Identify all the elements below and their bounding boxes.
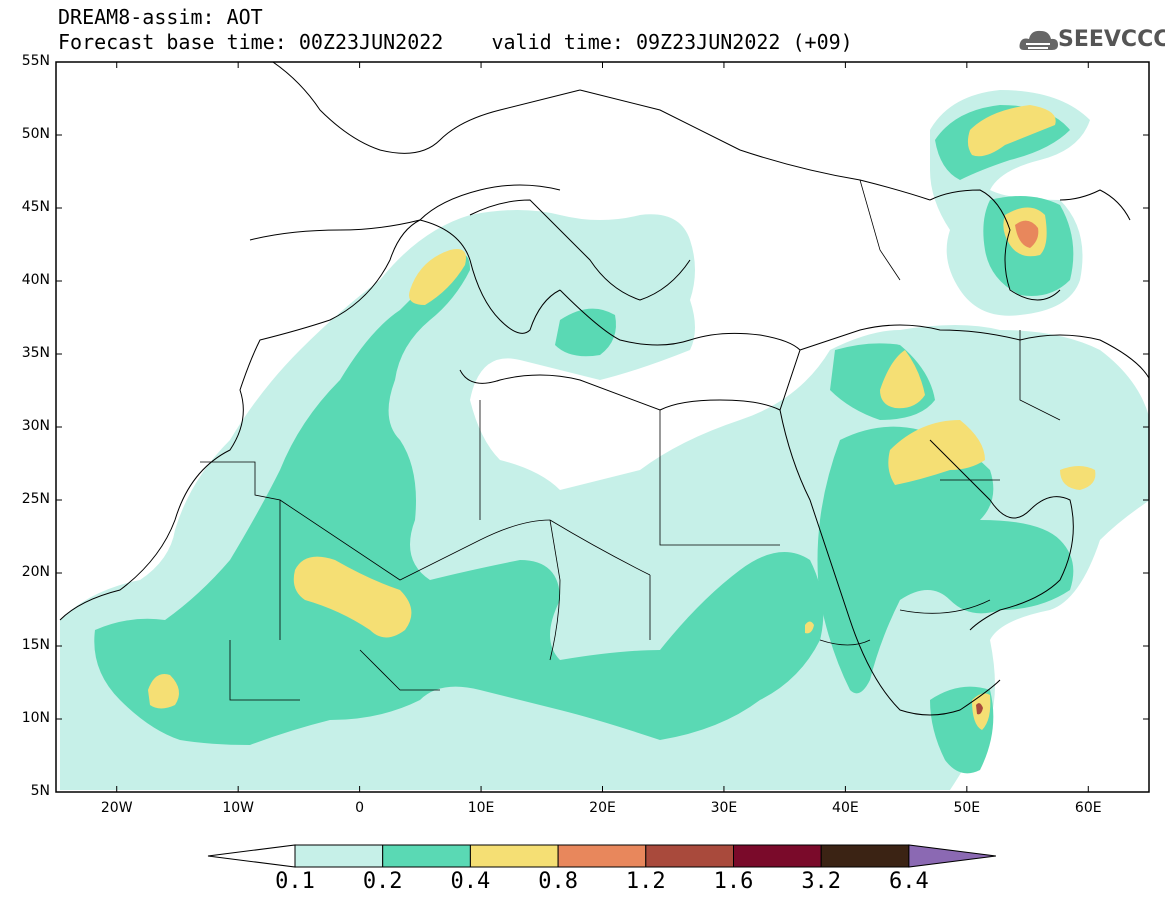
colorbar-over-arrow bbox=[908, 844, 996, 868]
colorbar-box bbox=[557, 844, 647, 868]
lat-label: 15N bbox=[21, 637, 50, 653]
logo-text: SEEVCCC bbox=[1058, 27, 1165, 52]
map-title: DREAM8-assim: AOT bbox=[58, 5, 263, 29]
lon-label: 60E bbox=[1074, 800, 1102, 816]
lon-label: 30E bbox=[710, 800, 738, 816]
lon-label: 0 bbox=[355, 800, 365, 816]
cloud-icon bbox=[1019, 30, 1058, 50]
lon-label: 10W bbox=[222, 800, 254, 816]
colorbar-level-label: 1.2 bbox=[625, 869, 666, 894]
aot-level-1.2 bbox=[976, 703, 983, 715]
lat-label: 25N bbox=[21, 491, 50, 507]
colorbar-level-label: 1.6 bbox=[713, 869, 754, 894]
lat-label: 5N bbox=[30, 783, 50, 799]
coastlines bbox=[59, 62, 1149, 716]
colorbar-box bbox=[645, 844, 734, 868]
lat-label: 50N bbox=[21, 126, 50, 142]
lat-label: 10N bbox=[21, 710, 50, 726]
colorbar-box bbox=[820, 844, 910, 868]
colorbar-level-label: 0.8 bbox=[538, 869, 578, 894]
colorbar bbox=[207, 844, 996, 868]
lat-label: 30N bbox=[21, 418, 50, 434]
lon-label: 20W bbox=[100, 800, 133, 816]
aot-level-0.8 bbox=[1015, 220, 1039, 248]
colorbar-level-label: 0.1 bbox=[275, 869, 315, 894]
colorbar-level-label: 0.4 bbox=[450, 869, 491, 894]
colorbar-level-label: 6.4 bbox=[889, 869, 929, 894]
colorbar-level-label: 0.2 bbox=[362, 869, 403, 894]
lon-label: 10E bbox=[467, 800, 495, 816]
lat-label: 35N bbox=[21, 345, 50, 361]
lat-label: 55N bbox=[21, 53, 50, 69]
forecast-times: Forecast base time: 00Z23JUN2022 valid t… bbox=[58, 30, 853, 54]
aot-level-0.4 bbox=[148, 105, 1096, 730]
lon-label: 40E bbox=[832, 800, 859, 816]
lat-label: 45N bbox=[21, 199, 50, 215]
lon-label: 50E bbox=[953, 800, 981, 816]
colorbar-box bbox=[382, 844, 471, 868]
lat-label: 40N bbox=[21, 272, 50, 288]
colorbar-level-label: 3.2 bbox=[801, 869, 842, 894]
borders bbox=[200, 179, 1061, 701]
colorbar-under-arrow bbox=[207, 844, 296, 868]
colorbar-box bbox=[733, 844, 822, 868]
lat-label: 20N bbox=[21, 564, 50, 580]
colorbar-box bbox=[469, 844, 559, 868]
lon-label: 20E bbox=[589, 800, 616, 816]
colorbar-box bbox=[294, 844, 384, 868]
